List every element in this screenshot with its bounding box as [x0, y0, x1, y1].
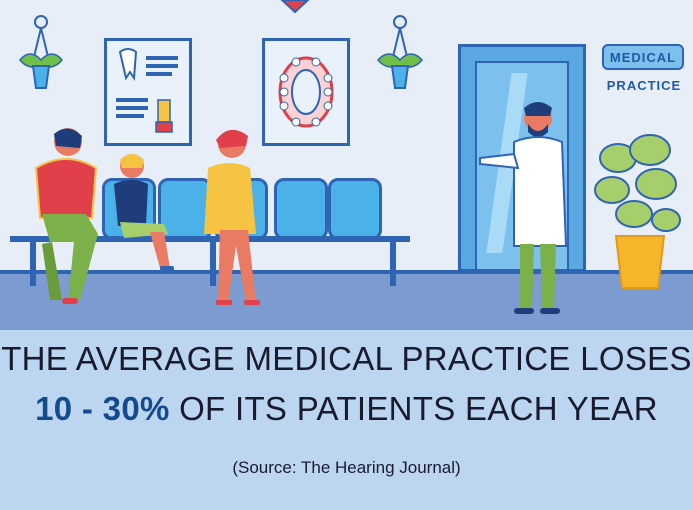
medical-sign: MEDICAL [602, 44, 684, 70]
mother-figure-icon [34, 128, 98, 304]
headline-line2: 10 - 30% OF ITS PATIENTS EACH YEAR [0, 390, 693, 428]
sign-line2: PRACTICE [606, 78, 682, 93]
emblem-icon [280, 0, 310, 14]
child-figure-icon [114, 154, 174, 271]
hanging-plant-icon [19, 15, 63, 89]
illustration-scene: MEDICAL PRACTICE [0, 0, 693, 330]
woman-figure-icon [204, 129, 260, 305]
chair-seat [274, 178, 328, 240]
floor-baseboard [0, 270, 693, 274]
floor [0, 272, 693, 330]
chair-seat [328, 178, 382, 240]
doctor-figure-icon [479, 102, 568, 314]
dental-poster-icon [116, 48, 178, 133]
chair-frame-icon [10, 236, 410, 286]
potted-plant-icon [594, 134, 681, 289]
headline-line1: THE AVERAGE MEDICAL PRACTICE LOSES [1, 340, 692, 377]
teeth-arch-icon [278, 56, 334, 128]
hanging-plant-icon [377, 15, 423, 89]
headline-line2-text: OF ITS PATIENTS EACH YEAR [169, 390, 658, 427]
headline-highlight: 10 - 30% [35, 390, 170, 427]
source-caption: (Source: The Hearing Journal) [232, 458, 461, 477]
sign-line1: MEDICAL [609, 50, 677, 65]
